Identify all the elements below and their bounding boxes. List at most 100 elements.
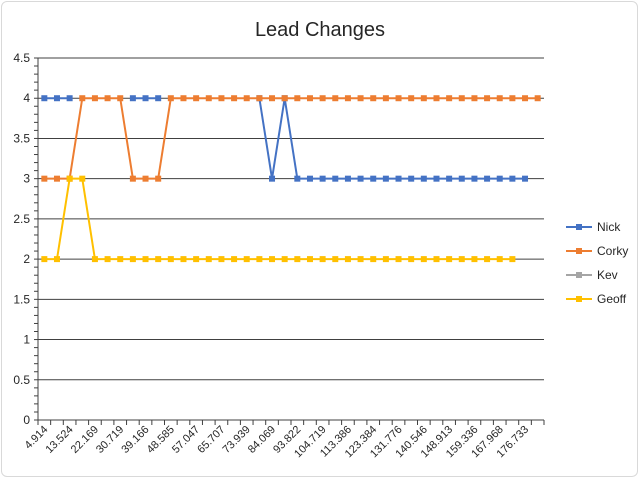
data-point-corky	[104, 95, 111, 102]
legend-swatch-marker	[576, 248, 582, 254]
data-point-geoff	[408, 256, 415, 263]
series-nick	[41, 95, 529, 182]
data-point-nick	[332, 175, 339, 182]
legend-label: Kev	[597, 268, 618, 282]
data-point-nick	[155, 95, 162, 102]
data-point-corky	[193, 95, 200, 102]
y-tick-label: 4.5	[13, 51, 30, 65]
data-point-geoff	[294, 256, 301, 263]
data-point-corky	[79, 95, 86, 102]
data-point-geoff	[256, 256, 263, 263]
y-tick-label: 4	[23, 91, 30, 105]
legend-swatch-marker	[576, 296, 582, 302]
data-point-nick	[294, 175, 301, 182]
legend-item-kev: Kev	[566, 268, 618, 282]
data-point-corky	[218, 95, 225, 102]
data-point-nick	[142, 95, 149, 102]
data-point-nick	[509, 175, 516, 182]
y-tick-label: 1	[23, 333, 30, 347]
data-point-nick	[496, 175, 503, 182]
chart-title: Lead Changes	[255, 19, 385, 41]
data-point-corky	[522, 95, 529, 102]
data-point-nick	[269, 175, 276, 182]
data-point-corky	[446, 95, 453, 102]
data-point-corky	[231, 95, 238, 102]
data-point-corky	[205, 95, 212, 102]
series-line-corky	[44, 97, 538, 180]
x-tick-label: 73.939	[221, 424, 253, 456]
data-point-corky	[155, 175, 162, 182]
data-point-corky	[129, 175, 136, 182]
data-point-nick	[382, 175, 389, 182]
data-point-geoff	[231, 256, 238, 263]
data-point-geoff	[420, 256, 427, 263]
x-tick-label: 48.585	[145, 424, 177, 456]
y-tick-label: 3.5	[13, 131, 30, 145]
data-point-geoff	[142, 256, 149, 263]
data-point-corky	[319, 95, 326, 102]
data-point-corky	[91, 95, 98, 102]
data-point-geoff	[446, 256, 453, 263]
x-tick-label: 65.707	[195, 424, 227, 456]
y-tick-label: 0	[23, 413, 30, 427]
legend-swatch-marker	[576, 224, 582, 230]
data-point-geoff	[484, 256, 491, 263]
data-point-corky	[496, 95, 503, 102]
data-point-corky	[332, 95, 339, 102]
data-point-geoff	[79, 175, 86, 182]
y-tick-label: 2.5	[13, 212, 30, 226]
data-point-geoff	[66, 175, 73, 182]
data-point-corky	[294, 95, 301, 102]
data-point-nick	[471, 175, 478, 182]
y-tick-label: 3	[23, 172, 30, 186]
x-tick-label: 39.166	[119, 424, 151, 456]
data-point-nick	[357, 175, 364, 182]
data-point-geoff	[357, 256, 364, 263]
data-point-corky	[433, 95, 440, 102]
legend-label: Geoff	[597, 292, 627, 306]
data-point-corky	[484, 95, 491, 102]
data-point-nick	[53, 95, 60, 102]
data-point-geoff	[91, 256, 98, 263]
data-point-corky	[408, 95, 415, 102]
data-point-geoff	[167, 256, 174, 263]
legend-label: Nick	[597, 220, 621, 234]
data-point-nick	[344, 175, 351, 182]
data-point-geoff	[319, 256, 326, 263]
x-tick-label: 30.719	[94, 424, 126, 456]
y-tick-label: 2	[23, 252, 30, 266]
legend-item-geoff: Geoff	[566, 292, 627, 306]
legend-label: Corky	[597, 244, 628, 258]
data-point-nick	[458, 175, 465, 182]
x-tick-label: 57.047	[170, 424, 202, 456]
data-point-corky	[458, 95, 465, 102]
legend: Nick Corky Kev Geoff	[566, 220, 628, 306]
data-point-geoff	[382, 256, 389, 263]
series-geoff	[41, 175, 516, 263]
data-point-nick	[306, 175, 313, 182]
data-point-geoff	[433, 256, 440, 263]
data-point-nick	[522, 175, 529, 182]
data-point-corky	[243, 95, 250, 102]
data-point-corky	[41, 175, 48, 182]
data-point-geoff	[193, 256, 200, 263]
data-point-geoff	[41, 256, 48, 263]
data-point-nick	[66, 95, 73, 102]
data-point-corky	[117, 95, 124, 102]
data-point-geoff	[395, 256, 402, 263]
data-point-geoff	[332, 256, 339, 263]
data-point-corky	[256, 95, 263, 102]
data-point-nick	[446, 175, 453, 182]
data-point-geoff	[218, 256, 225, 263]
data-point-geoff	[180, 256, 187, 263]
data-point-corky	[142, 175, 149, 182]
legend-item-nick: Nick	[566, 220, 621, 234]
data-point-corky	[534, 95, 541, 102]
data-point-nick	[129, 95, 136, 102]
data-point-geoff	[104, 256, 111, 263]
data-point-geoff	[458, 256, 465, 263]
data-point-corky	[395, 95, 402, 102]
data-point-corky	[420, 95, 427, 102]
axes: 00.511.522.533.544.54.91413.52422.16930.…	[13, 51, 545, 460]
